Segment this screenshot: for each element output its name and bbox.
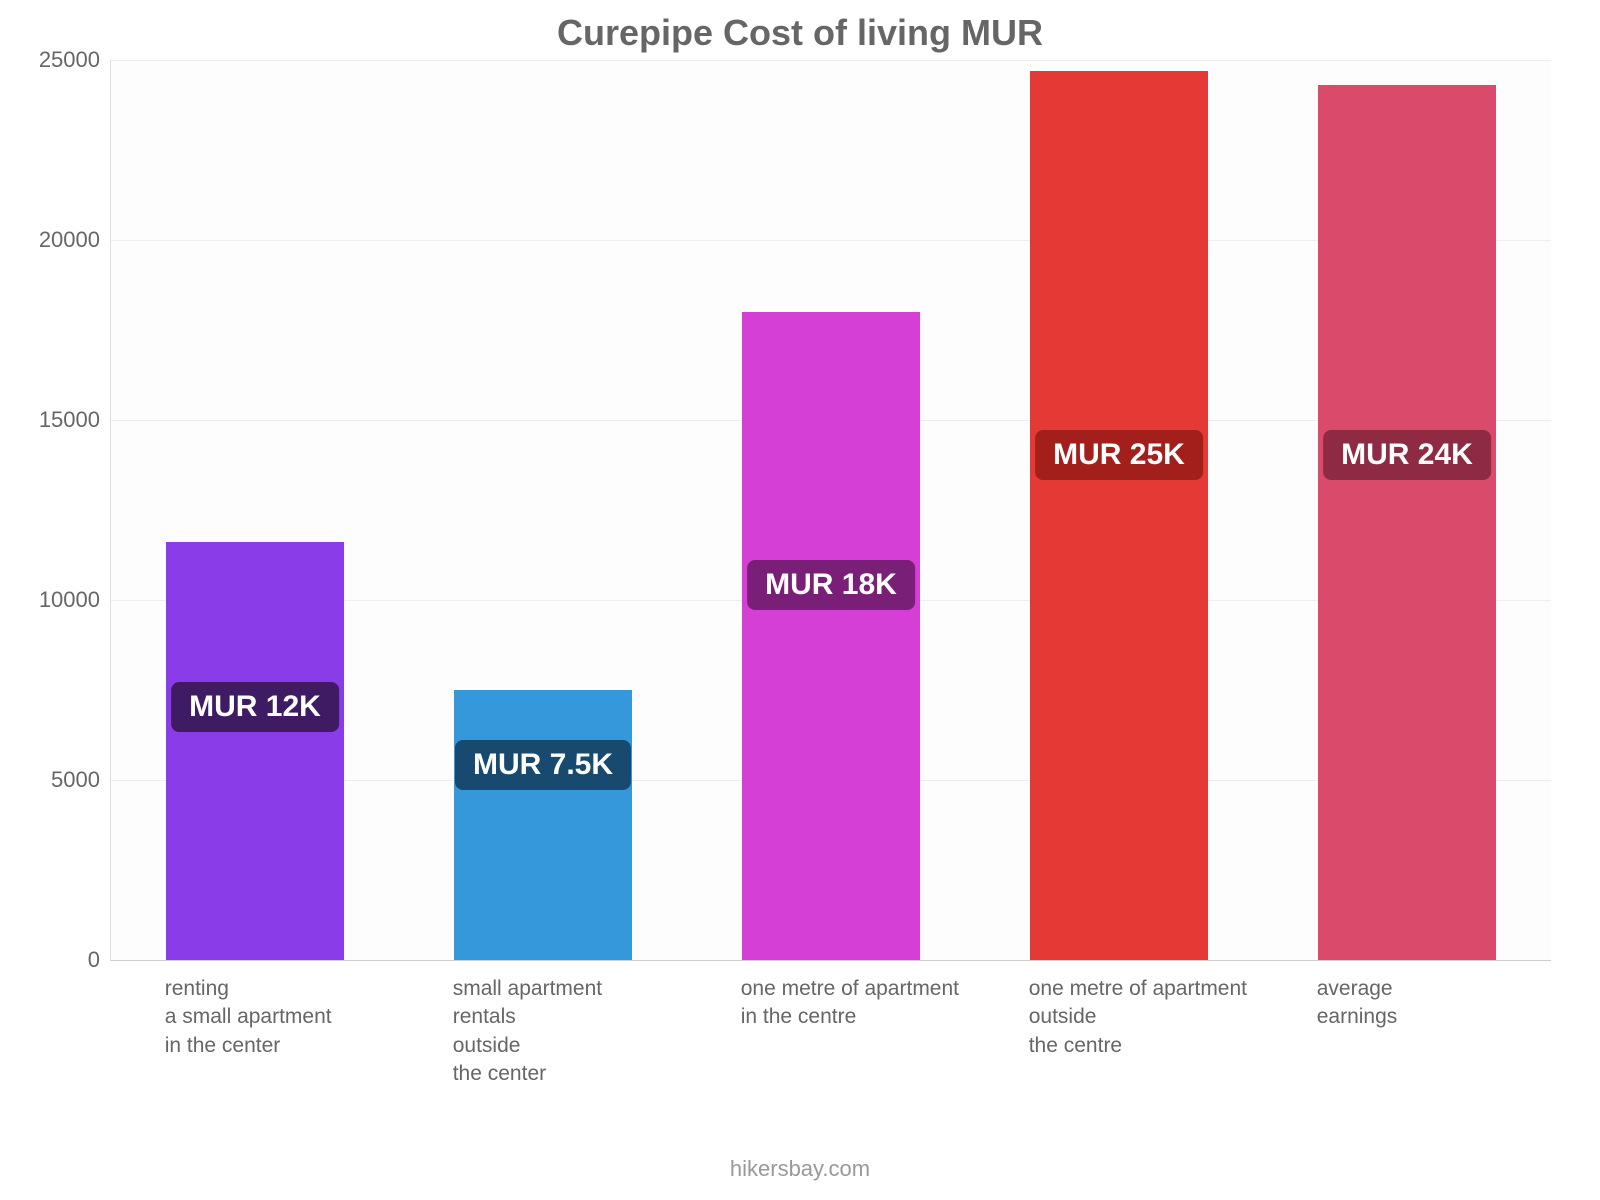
x-category-label: one metre of apartment in the centre	[741, 975, 1029, 1032]
chart-title: Curepipe Cost of living MUR	[0, 12, 1600, 54]
bar	[742, 312, 921, 960]
x-category-label: small apartment rentals outside the cent…	[453, 975, 741, 1088]
x-category-label: renting a small apartment in the center	[165, 975, 453, 1060]
y-tick-label: 15000	[10, 407, 100, 433]
bar	[454, 690, 633, 960]
attribution-text: hikersbay.com	[0, 1156, 1600, 1182]
plot-area: MUR 12K MUR 7.5K MUR 18K MUR 25K MUR 24K	[110, 60, 1551, 961]
bar-value-label: MUR 24K	[1323, 430, 1491, 480]
y-tick-label: 5000	[10, 767, 100, 793]
bar	[166, 542, 345, 960]
bar-value-label: MUR 7.5K	[455, 740, 631, 790]
y-tick-label: 20000	[10, 227, 100, 253]
bar-value-label: MUR 25K	[1035, 430, 1203, 480]
x-category-label: one metre of apartment outside the centr…	[1029, 975, 1317, 1060]
bar	[1030, 71, 1209, 960]
y-tick-label: 0	[10, 947, 100, 973]
bar	[1318, 85, 1497, 960]
x-category-label: average earnings	[1317, 975, 1600, 1032]
bar-value-label: MUR 12K	[171, 682, 339, 732]
gridline	[111, 60, 1551, 61]
bar-value-label: MUR 18K	[747, 560, 915, 610]
y-tick-label: 10000	[10, 587, 100, 613]
y-tick-label: 25000	[10, 47, 100, 73]
chart-container: Curepipe Cost of living MUR MUR 12K MUR 7…	[0, 0, 1600, 1200]
